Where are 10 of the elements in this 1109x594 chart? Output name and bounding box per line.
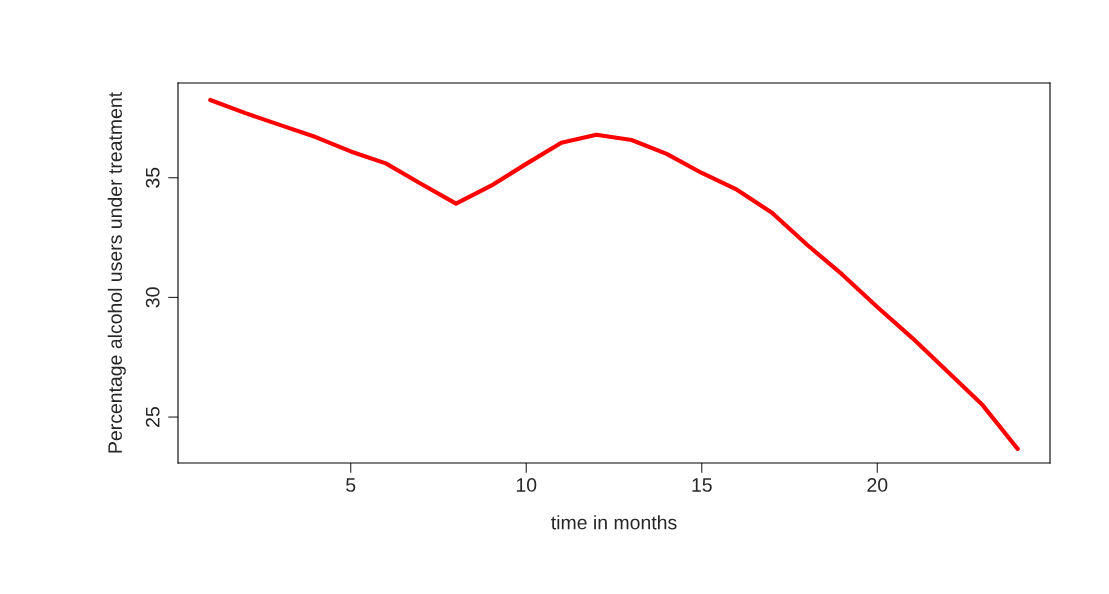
- x-tick-label: 5: [346, 478, 356, 492]
- y-tick-label: 25: [145, 407, 160, 427]
- x-axis-title: time in months: [551, 515, 677, 530]
- x-tick-label: 10: [516, 478, 537, 492]
- x-tick-label: 20: [867, 478, 888, 492]
- x-tick-label: 15: [692, 478, 712, 492]
- y-tick-label: 35: [145, 167, 160, 188]
- y-tick-label: 30: [145, 287, 160, 308]
- y-axis-title: Percentage alcohol users under treatment: [107, 92, 126, 453]
- line-series: [208, 97, 1020, 451]
